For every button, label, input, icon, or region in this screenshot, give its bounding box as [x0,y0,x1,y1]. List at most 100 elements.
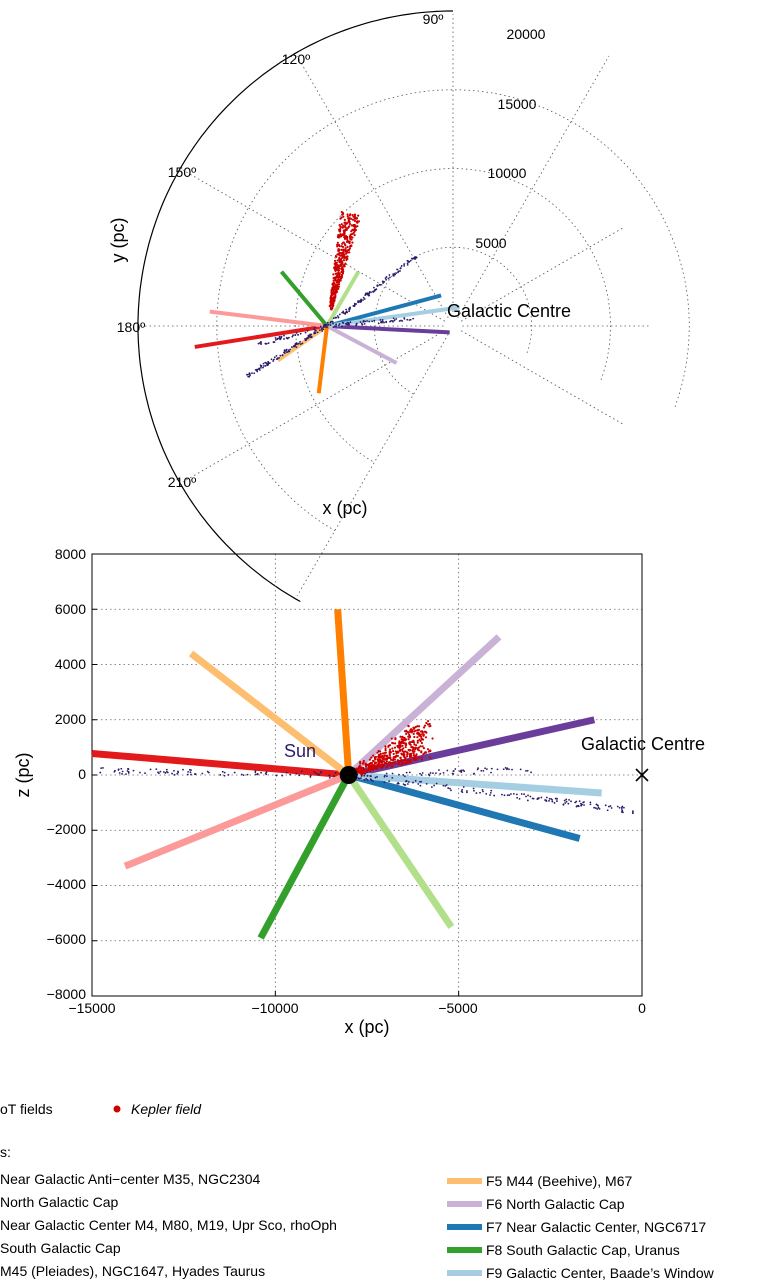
xz-ray-f4 [345,773,455,929]
xz-kepler-star [409,761,412,764]
polar-ot-star [368,320,371,323]
xz-ot-star [477,767,480,770]
xz-annotation-galactic-centre: Galactic Centre [581,734,705,754]
polar-ot-star [406,318,409,321]
xz-kepler-star [386,763,389,766]
polar-ot-star [359,321,362,323]
polar-ot-star [272,341,275,343]
polar-kepler-star [348,240,351,243]
xz-ot-star [223,774,226,777]
polar-ray-f4 [325,270,361,327]
xz-kepler-star [392,749,395,753]
polar-ot-star [414,258,416,260]
polar-kepler-star [338,260,341,264]
xz-ot-star [616,805,619,808]
polar-ot-star [323,323,326,326]
xz-kepler-star [396,744,399,748]
polar-kepler-star [337,285,341,288]
xz-ot-star [397,782,400,785]
polar-ot-star [335,316,338,319]
polar-ot-star [304,331,307,334]
xz-ray-f9 [348,771,602,797]
polar-kepler-star [340,216,343,219]
xz-kepler-star [370,756,373,759]
polar-ot-star [304,337,306,340]
xz-kepler-star [384,751,387,754]
polar-kepler-star [339,251,343,255]
xz-kepler-star [417,732,421,735]
polar-kepler-star [338,272,341,275]
legend-right-item-f8: F8 South Galactic Cap, Uranus [486,1242,680,1258]
polar-ot-star [346,311,349,314]
xz-kepler-star [360,771,363,774]
xz-kepler-star [380,766,383,769]
polar-ot-star [326,321,329,324]
xz-kepler-star [376,764,379,767]
xz-ot-star [374,776,377,779]
xz-kepler-star [424,736,428,739]
polar-ot-star [295,342,298,344]
polar-ot-star [409,318,412,321]
polar-ot-star [406,259,409,262]
polar-ot-star [406,262,409,265]
xz-ot-star [363,774,366,777]
xz-ot-star [442,771,445,774]
polar-ot-star [273,356,276,359]
xz-ot-star [318,773,321,776]
polar-ot-star [316,331,319,334]
polar-ot-star [283,351,286,354]
polar-kepler-star [336,243,340,247]
polar-ot-star [277,337,280,340]
polar-ot-star [274,338,277,341]
polar-kepler-star [350,230,353,233]
xz-ytick-minus-8000: −8000 [47,986,87,1002]
legend-right-item-f9: F9 Galactic Center, Baade’s Window [486,1265,715,1281]
polar-ot-star [383,321,385,324]
polar-ot-star [310,336,313,339]
polar-kepler-star [353,234,356,237]
xz-kepler-star [416,736,419,739]
angle-tick-90: 90º [423,11,444,27]
xz-ot-star [412,781,414,784]
polar-ot-star [341,311,344,314]
xz-kepler-star [420,741,423,745]
polar-ot-star [357,301,359,304]
xz-ot-star [265,773,268,776]
polar-kepler-star [351,214,354,217]
polar-ot-star [345,322,347,325]
polar-ot-star [364,320,366,323]
xz-ot-star [501,793,503,796]
polar-kepler-star [336,235,340,239]
xz-ot-star [334,772,337,775]
polar-ot-star [355,323,358,326]
polar-kepler-star [346,213,349,216]
xz-ot-star [472,787,475,790]
xz-ot-star [132,769,135,772]
polar-kepler-star [344,247,347,250]
polar-kepler-star [338,256,341,260]
xz-kepler-star [412,732,415,735]
xz-ot-star [118,772,121,774]
xz-ot-star [490,767,493,770]
xz-ot-star [120,767,123,770]
polar-kepler-star [344,221,347,224]
polar-kepler-star [346,227,349,230]
polar-plot: 90º 120º 150º 180º 210º 5000 10000 15000… [108,10,690,603]
polar-kepler-star [346,215,349,218]
xz-kepler-star [421,745,424,748]
xz-ot-star [531,797,534,800]
xz-ot-star [420,774,423,776]
polar-ot-star [283,338,285,340]
polar-ot-star [395,272,398,274]
xz-kepler-star [368,769,371,772]
xz-kepler-star [387,745,390,748]
xz-kepler-star [402,755,405,758]
polar-ray-f8 [279,270,329,328]
xz-ot-star [227,774,230,776]
polar-ot-star [403,317,406,320]
xz-kepler-star [393,755,396,759]
polar-ot-star [279,338,282,341]
polar-kepler-star [334,292,337,295]
xz-kepler-star [389,758,393,761]
xz-ot-star [289,773,292,776]
